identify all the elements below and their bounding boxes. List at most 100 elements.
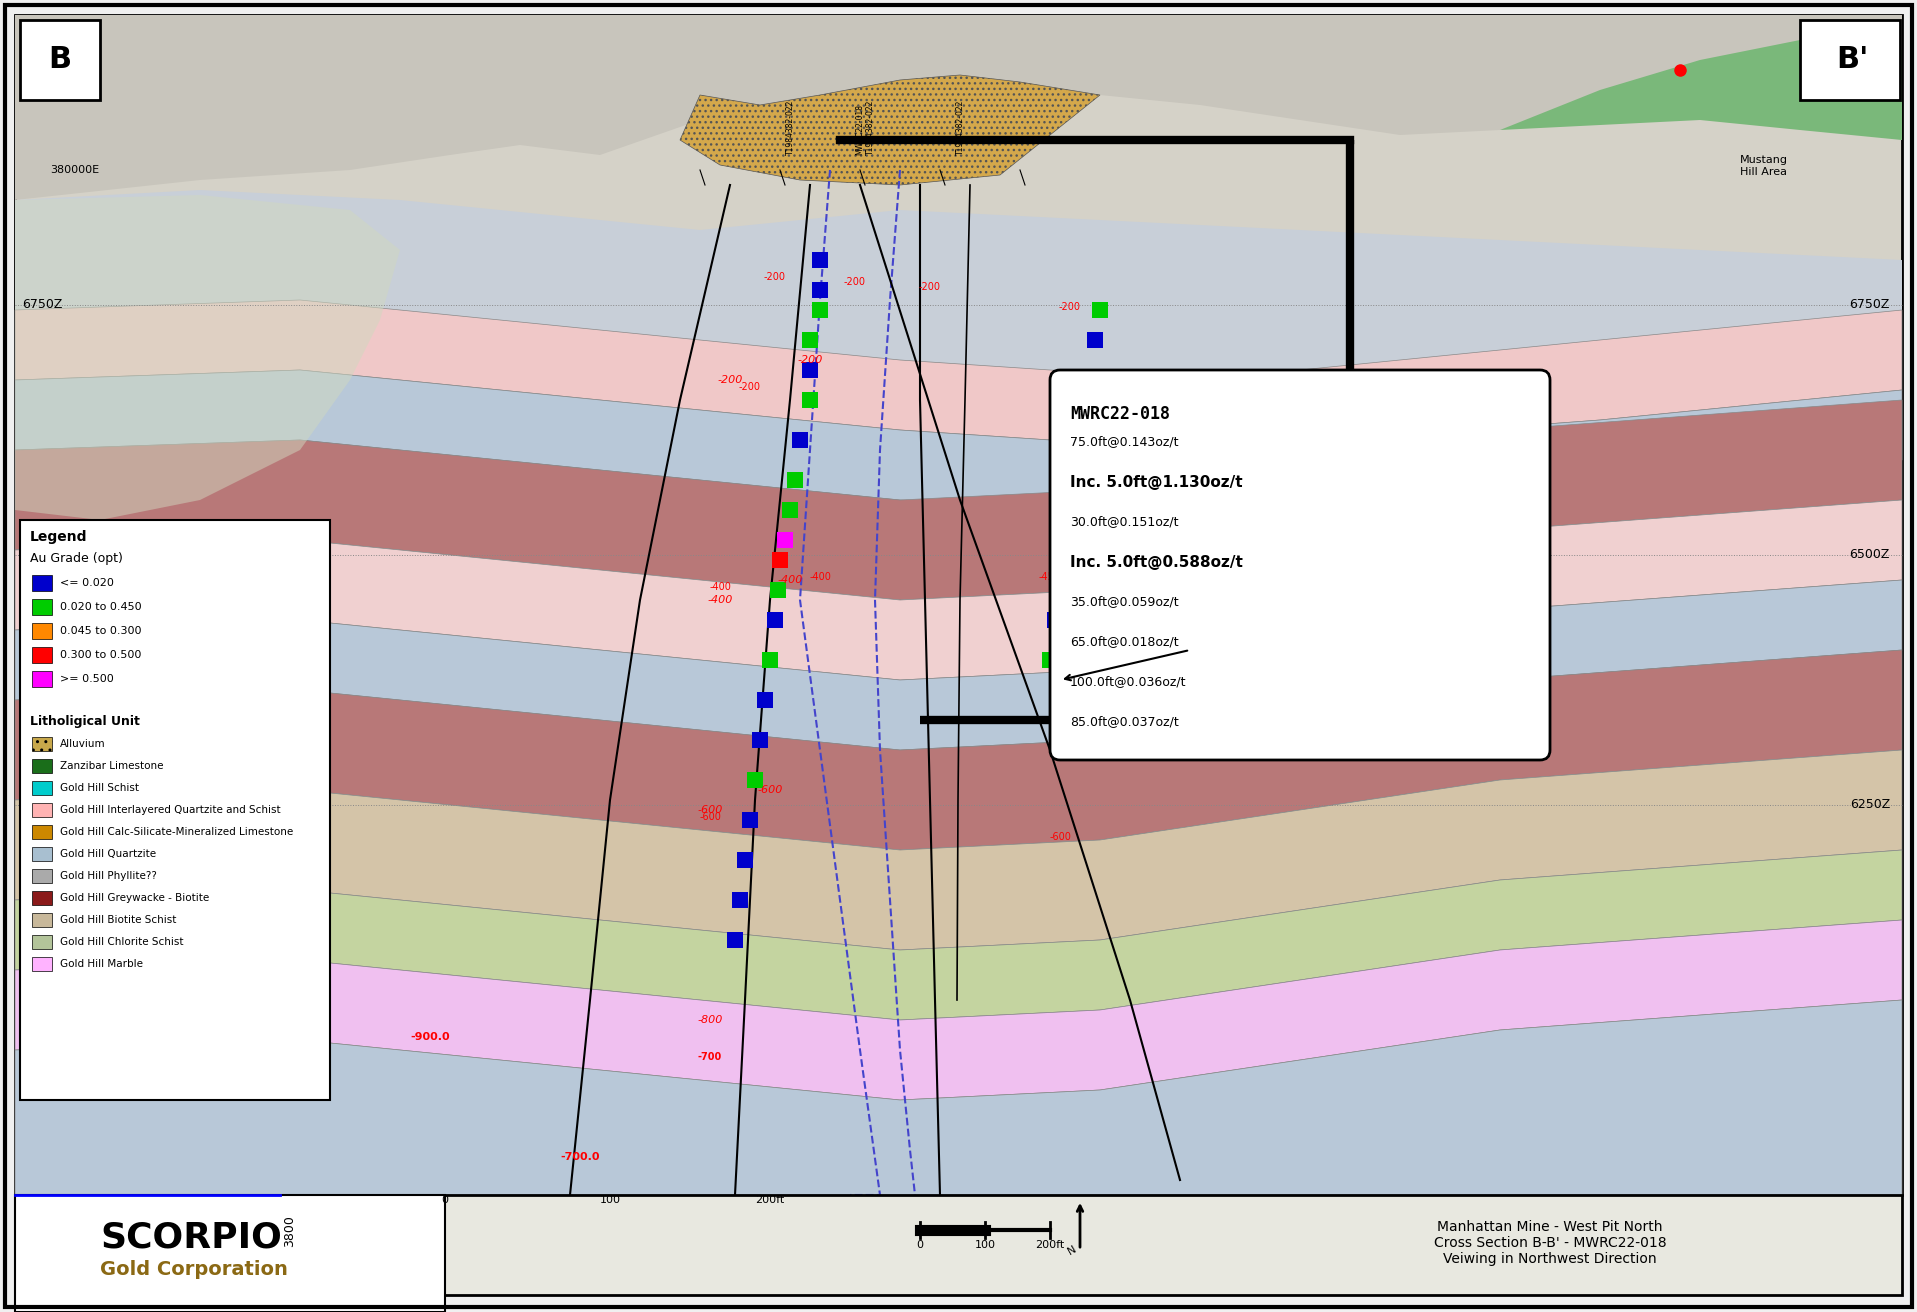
- Bar: [15, 1195, 445, 1312]
- Text: N: N: [1066, 1244, 1077, 1257]
- Text: 0.020 to 0.450: 0.020 to 0.450: [59, 602, 142, 611]
- Bar: [1072, 432, 1089, 447]
- Text: <= 0.020: <= 0.020: [59, 579, 113, 588]
- Text: Litholigical Unit: Litholigical Unit: [31, 715, 140, 728]
- Text: -700: -700: [698, 1052, 723, 1061]
- Text: T1984382-022: T1984382-022: [955, 100, 964, 155]
- Bar: [782, 502, 797, 518]
- Bar: [776, 531, 794, 548]
- Bar: [33, 891, 52, 905]
- Bar: [1093, 302, 1108, 318]
- Text: -400: -400: [709, 583, 730, 592]
- Text: Zanzibar Limestone: Zanzibar Limestone: [59, 761, 163, 771]
- Bar: [801, 332, 819, 348]
- Bar: [1081, 373, 1098, 388]
- Polygon shape: [15, 195, 401, 520]
- Bar: [33, 760, 52, 773]
- Bar: [761, 652, 778, 668]
- Text: Gold Hill Interlayered Quartzite and Schist: Gold Hill Interlayered Quartzite and Sch…: [59, 806, 280, 815]
- Bar: [1077, 401, 1093, 419]
- Polygon shape: [15, 580, 1902, 750]
- Bar: [33, 600, 52, 615]
- Bar: [19, 20, 100, 100]
- Text: SCORPIO: SCORPIO: [100, 1220, 282, 1254]
- Text: Gold Hill Greywacke - Biotite: Gold Hill Greywacke - Biotite: [59, 893, 209, 903]
- Polygon shape: [15, 750, 1902, 950]
- Text: 35.0ft@0.059oz/t: 35.0ft@0.059oz/t: [1070, 596, 1179, 607]
- Text: Alluvium: Alluvium: [59, 739, 105, 749]
- Bar: [1062, 502, 1077, 518]
- Bar: [33, 825, 52, 838]
- Bar: [1800, 20, 1900, 100]
- Text: Gold Hill Calc-Silicate-Mineralized Limestone: Gold Hill Calc-Silicate-Mineralized Lime…: [59, 827, 293, 837]
- Polygon shape: [15, 850, 1902, 1019]
- Polygon shape: [15, 1000, 1902, 1195]
- Bar: [1056, 537, 1074, 552]
- Bar: [1043, 652, 1058, 668]
- Bar: [748, 771, 763, 789]
- Bar: [813, 252, 828, 268]
- Text: -200: -200: [738, 382, 761, 392]
- Bar: [33, 869, 52, 883]
- Text: Au Grade (opt): Au Grade (opt): [31, 552, 123, 565]
- Bar: [751, 732, 769, 748]
- Text: -500: -500: [1129, 592, 1150, 602]
- Text: 200ft: 200ft: [755, 1195, 784, 1204]
- Polygon shape: [15, 400, 1902, 600]
- Text: 6250Z: 6250Z: [1850, 799, 1890, 812]
- Text: -200: -200: [717, 375, 742, 384]
- Text: -200: -200: [918, 282, 941, 293]
- Text: Mustang
Hill Area: Mustang Hill Area: [1741, 155, 1789, 177]
- Bar: [801, 392, 819, 408]
- Bar: [15, 1195, 1902, 1295]
- Text: B: B: [48, 46, 71, 75]
- Text: -200: -200: [765, 272, 786, 282]
- Text: Gold Hill Chlorite Schist: Gold Hill Chlorite Schist: [59, 937, 184, 947]
- Text: -400: -400: [776, 575, 803, 585]
- Text: -200: -200: [1058, 302, 1081, 312]
- Bar: [813, 302, 828, 318]
- Text: -900.0: -900.0: [410, 1033, 450, 1042]
- Bar: [742, 812, 757, 828]
- Text: 30.0ft@0.151oz/t: 30.0ft@0.151oz/t: [1070, 516, 1179, 527]
- Bar: [813, 282, 828, 298]
- Text: Gold Hill Phyllite??: Gold Hill Phyllite??: [59, 871, 157, 880]
- Text: -400: -400: [707, 596, 732, 605]
- Bar: [19, 520, 330, 1099]
- Text: 6750Z: 6750Z: [1850, 299, 1890, 311]
- Bar: [736, 851, 753, 869]
- Text: MWRC22-018: MWRC22-018: [1070, 405, 1169, 422]
- Bar: [792, 432, 807, 447]
- Text: 0.045 to 0.300: 0.045 to 0.300: [59, 626, 142, 636]
- Polygon shape: [15, 370, 1902, 520]
- Text: -600: -600: [757, 785, 782, 795]
- Text: 85.0ft@0.037oz/t: 85.0ft@0.037oz/t: [1070, 715, 1179, 728]
- Text: -600: -600: [700, 812, 721, 823]
- Bar: [33, 956, 52, 971]
- Text: 0: 0: [916, 1240, 924, 1250]
- FancyBboxPatch shape: [1051, 370, 1551, 760]
- Text: 0.300 to 0.500: 0.300 to 0.500: [59, 649, 142, 660]
- Bar: [33, 623, 52, 639]
- Text: Gold Hill Biotite Schist: Gold Hill Biotite Schist: [59, 914, 176, 925]
- Polygon shape: [15, 920, 1902, 1099]
- Bar: [33, 803, 52, 817]
- Text: Legend: Legend: [31, 530, 88, 544]
- Bar: [732, 892, 748, 908]
- Text: -600: -600: [1049, 832, 1072, 842]
- Polygon shape: [15, 300, 1902, 450]
- Text: -200: -200: [797, 356, 822, 365]
- Bar: [33, 935, 52, 949]
- Text: B': B': [1836, 46, 1869, 75]
- Text: Inc. 5.0ft@1.130oz/t: Inc. 5.0ft@1.130oz/t: [1070, 475, 1242, 489]
- Text: Gold Corporation: Gold Corporation: [100, 1260, 288, 1279]
- Bar: [33, 670, 52, 687]
- Bar: [1068, 462, 1083, 478]
- Text: 6250Z: 6250Z: [21, 799, 61, 812]
- Text: -400: -400: [809, 572, 830, 583]
- Text: 0: 0: [441, 1195, 449, 1204]
- Text: 6500Z: 6500Z: [1850, 548, 1890, 562]
- Polygon shape: [15, 649, 1902, 850]
- Bar: [767, 611, 782, 628]
- Bar: [33, 647, 52, 663]
